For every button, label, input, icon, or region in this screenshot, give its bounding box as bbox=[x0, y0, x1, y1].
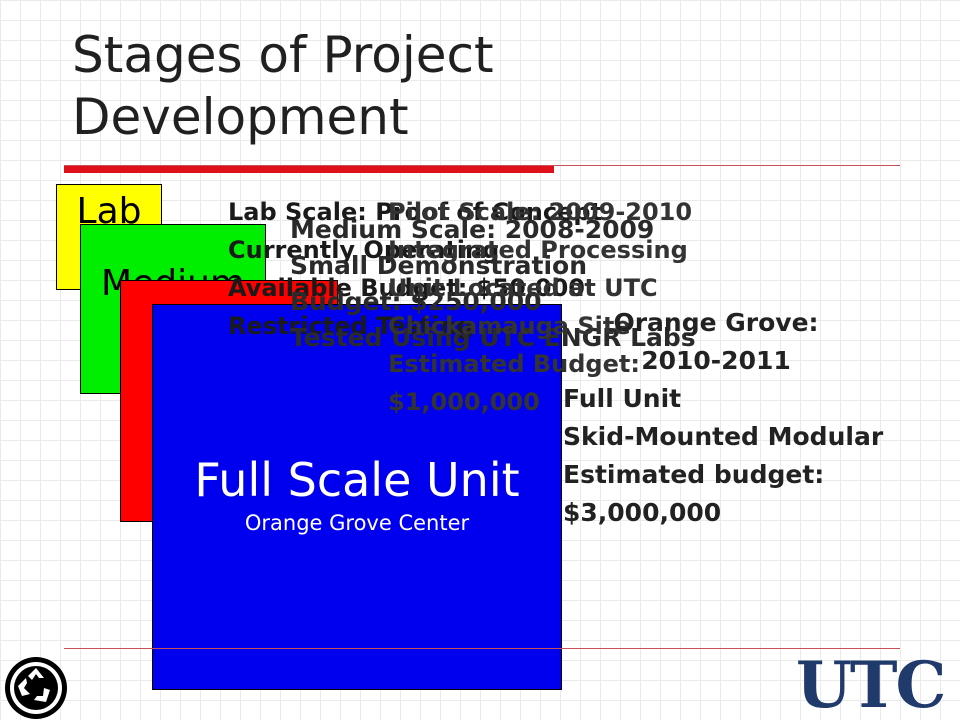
stage-text-pilot-line: $1,000,000 bbox=[388, 388, 540, 416]
stage-box-full: Full Scale Unit Orange Grove Center bbox=[152, 304, 562, 690]
stage-text-pilot-line: Pilot Scale: 2009-2010 bbox=[388, 198, 693, 226]
stage-text-pilot-line: Unit Located at UTC bbox=[388, 274, 658, 302]
stage-text-lab-line: Restricted Testing bbox=[228, 312, 474, 340]
slide-title-line-1: Stages of Project bbox=[72, 26, 494, 84]
stage-text-full-line: Skid-Mounted Modular bbox=[563, 422, 884, 451]
stage-text-full-line: 2010-2011 bbox=[641, 346, 791, 375]
stage-text-lab-line: Available Budget: $50,000 bbox=[228, 274, 585, 302]
stage-text-medium: Medium Scale: 2008-2009 Small Demonstrat… bbox=[290, 212, 696, 356]
stage-text-pilot: Pilot Scale: 2009-2010 Integrated Proces… bbox=[388, 193, 692, 421]
stage-text-medium-line: Medium Scale: 2008-2009 bbox=[290, 215, 655, 244]
stage-text-full: Orange Grove: 2010-2011 Full Unit Skid-M… bbox=[563, 304, 883, 532]
stage-text-pilot-line: Integrated Processing bbox=[388, 236, 688, 264]
stage-text-full-line: Orange Grove: bbox=[613, 308, 819, 337]
title-divider-thick bbox=[64, 166, 554, 173]
stage-text-medium-line: Budget: $250,000 bbox=[290, 287, 542, 316]
stage-text-pilot-line: Chickamauga Site bbox=[388, 312, 631, 340]
slide-title-line-2: Development bbox=[72, 88, 409, 146]
stage-text-medium-line: Tested Using UTC ENGR Labs bbox=[290, 323, 696, 352]
stage-text-full-line: Full Unit bbox=[563, 384, 682, 413]
stage-text-medium-line: Small Demonstration bbox=[290, 251, 588, 280]
utc-logo: UTC bbox=[796, 648, 946, 723]
stage-text-lab-line: Lab Scale: Proof of Concept bbox=[228, 198, 603, 226]
slide-title: Stages of Project Development bbox=[72, 24, 494, 148]
title-divider-thin bbox=[64, 165, 900, 166]
recycle-logo-icon bbox=[0, 650, 72, 720]
stage-box-full-label: Full Scale Unit bbox=[194, 453, 520, 507]
stage-box-full-sub: Orange Grove Center bbox=[244, 511, 470, 535]
stage-text-pilot-line: Estimated Budget: bbox=[388, 350, 640, 378]
footer-divider bbox=[64, 648, 900, 649]
stage-text-lab-line: Currently Operating bbox=[228, 236, 500, 264]
stage-text-full-line: Estimated budget: bbox=[563, 460, 825, 489]
stage-text-full-line: $3,000,000 bbox=[563, 498, 722, 527]
stage-text-lab: Lab Scale: Proof of Concept Currently Op… bbox=[228, 193, 602, 345]
